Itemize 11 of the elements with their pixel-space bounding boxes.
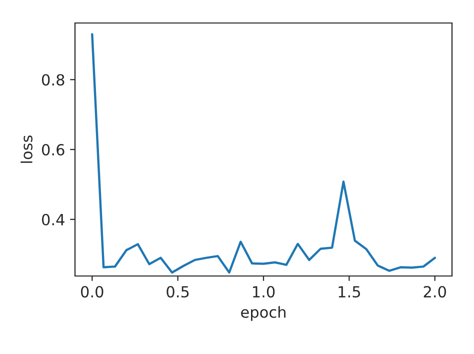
y-axis-title: loss	[20, 135, 32, 163]
x-tick-label: 0.0	[80, 286, 104, 298]
y-tick-label: 0.6	[42, 144, 64, 156]
x-tick-label: 1.0	[253, 286, 275, 298]
y-tick-label: 0.4	[42, 214, 64, 226]
x-tick-label: 2.0	[424, 286, 446, 298]
x-tick-label: 1.5	[338, 286, 360, 298]
y-tick-label: 0.8	[42, 74, 64, 86]
line-series	[91, 33, 436, 274]
x-tick-label: 0.5	[166, 286, 189, 298]
x-axis-title: epoch	[241, 306, 286, 321]
